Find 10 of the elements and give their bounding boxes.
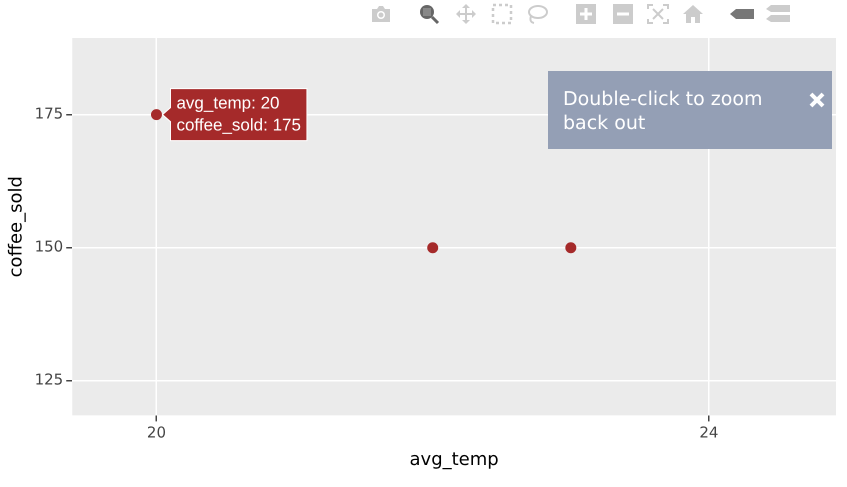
y-tick-label: 150 [34, 238, 64, 256]
y-tick-label: 175 [34, 104, 64, 123]
annotation: Double-click to zoom back out [563, 88, 763, 134]
y-tick-label: 125 [34, 370, 64, 389]
x-axis-title: avg_temp [410, 448, 499, 470]
x-tick-label: 20 [146, 423, 166, 442]
x-tick-label: 24 [699, 423, 718, 442]
annotation: avg_temp: 20 coffee_sold: 175 [176, 93, 301, 134]
notification-popup: Double-click to zoom back out [548, 71, 832, 149]
y-axis-title: coffee_sold [5, 176, 26, 278]
